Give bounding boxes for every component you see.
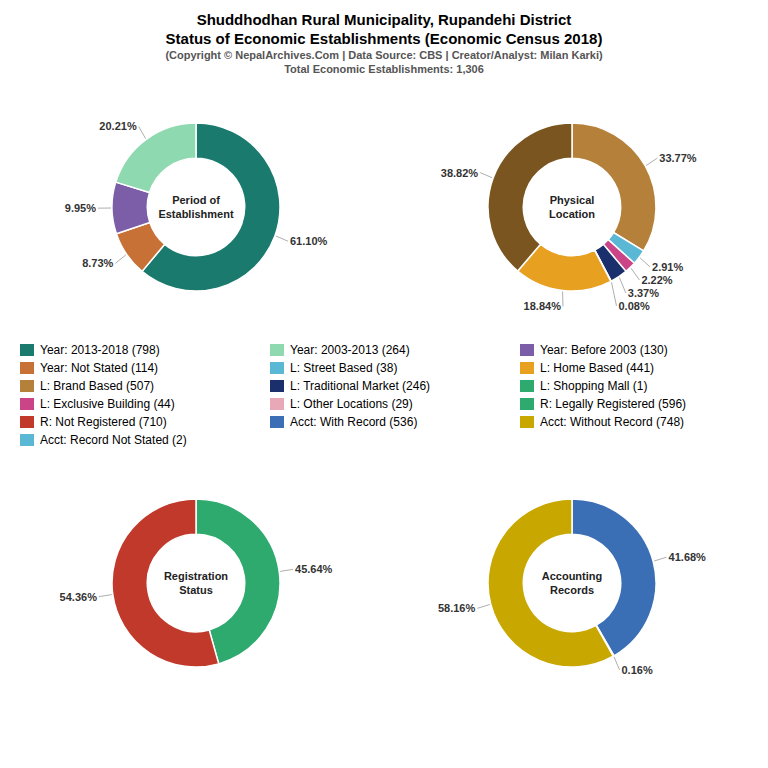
- svg-text:0.16%: 0.16%: [621, 664, 652, 676]
- html-text:L: Home Based (441): L: Home Based (441): [540, 361, 655, 375]
- html-text:(Copyright © NepalArchives.Com: (Copyright © NepalArchives.Com | Data So…: [165, 49, 603, 61]
- html-text:Year: 2013-2018 (798): Year: 2013-2018 (798): [40, 343, 160, 357]
- svg-text:61.10%: 61.10%: [290, 235, 328, 247]
- svg-text:2.22%: 2.22%: [641, 274, 672, 286]
- html-text:Acct: Without Record (748): Acct: Without Record (748): [540, 415, 685, 429]
- html-text:Total Economic Establishments:: Total Economic Establishments: 1,306: [284, 63, 484, 75]
- html-text:L: Brand Based (507): L: Brand Based (507): [40, 379, 155, 393]
- svg-text:9.95%: 9.95%: [65, 202, 96, 214]
- svg-text:20.21%: 20.21%: [99, 120, 137, 132]
- svg-text:45.64%: 45.64%: [295, 563, 333, 575]
- html-text:Year: 2003-2013 (264): Year: 2003-2013 (264): [290, 343, 410, 357]
- html-text:L: Other Locations (29): L: Other Locations (29): [290, 397, 413, 411]
- html-text:Period of Establishment: Period of Establishment: [158, 194, 234, 220]
- svg-text:38.82%: 38.82%: [441, 167, 479, 179]
- svg-text:2.91%: 2.91%: [652, 261, 683, 273]
- html-text:Accounting Records: Accounting Records: [541, 570, 603, 596]
- svg-text:33.77%: 33.77%: [659, 152, 697, 164]
- svg-text:54.36%: 54.36%: [60, 591, 98, 603]
- html-text:Shuddhodhan Rural Municipality: Shuddhodhan Rural Municipality, Rupandeh…: [196, 11, 572, 28]
- html-text:R: Legally Registered (596): R: Legally Registered (596): [540, 397, 687, 411]
- html-text:Acct: Record Not Stated (2): Acct: Record Not Stated (2): [40, 433, 187, 447]
- html-text:Status of Economic Establishme: Status of Economic Establishments (Econo…: [165, 30, 603, 47]
- svg-text:18.84%: 18.84%: [524, 300, 562, 312]
- svg-text:41.68%: 41.68%: [669, 551, 707, 563]
- html-text:Acct: With Record (536): Acct: With Record (536): [290, 415, 418, 429]
- html-text:Physical Location: Physical Location: [549, 194, 595, 220]
- html-text:Year: Before 2003 (130): Year: Before 2003 (130): [540, 343, 668, 357]
- svg-text:0.08%: 0.08%: [618, 300, 649, 312]
- html-text:L: Exclusive Building (44): L: Exclusive Building (44): [40, 397, 175, 411]
- svg-text:58.16%: 58.16%: [438, 602, 476, 614]
- svg-text:3.37%: 3.37%: [628, 287, 659, 299]
- html-text:Registration Status: Registration Status: [163, 570, 229, 596]
- html-text:L: Street Based (38): L: Street Based (38): [290, 361, 398, 375]
- svg-text:8.73%: 8.73%: [82, 257, 113, 269]
- html-text:Year: Not Stated (114): Year: Not Stated (114): [40, 361, 159, 375]
- html-text:L: Traditional Market (246): L: Traditional Market (246): [290, 379, 431, 393]
- html-text:R: Not Registered (710): R: Not Registered (710): [40, 415, 167, 429]
- html-text:L: Shopping Mall (1): L: Shopping Mall (1): [540, 379, 648, 393]
